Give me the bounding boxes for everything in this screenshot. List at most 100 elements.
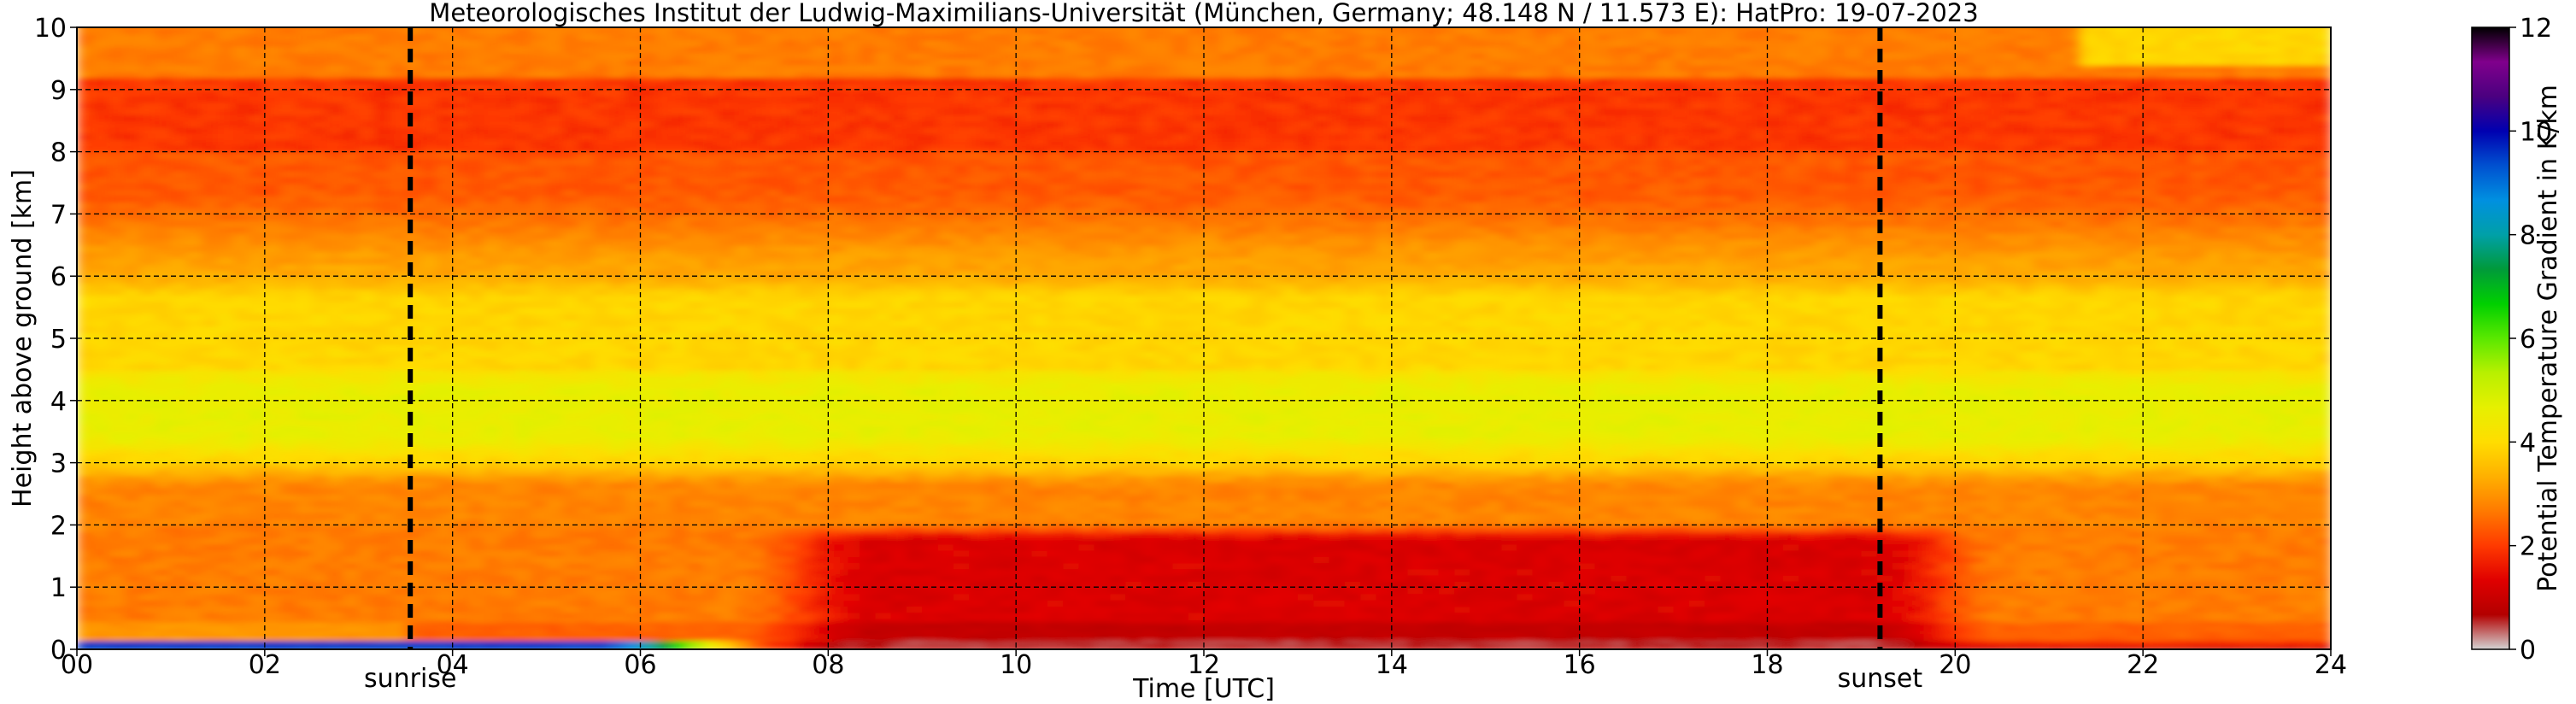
- heatmap-cell: [155, 350, 172, 358]
- heatmap-cell: [202, 394, 219, 402]
- heatmap-cell: [390, 369, 407, 377]
- heatmap-cell: [514, 437, 532, 445]
- heatmap-cell: [202, 251, 219, 259]
- heatmap-cell: [734, 58, 751, 66]
- heatmap-cell: [311, 139, 329, 147]
- heatmap-cell: [499, 201, 516, 209]
- heatmap-cell: [625, 139, 642, 147]
- heatmap-cell: [421, 120, 438, 128]
- heatmap-cell: [296, 201, 313, 209]
- heatmap-cell: [467, 102, 485, 109]
- heatmap-cell: [467, 549, 485, 557]
- heatmap-cell: [327, 331, 344, 339]
- heatmap-cell: [437, 96, 454, 103]
- heatmap-cell: [578, 282, 595, 290]
- heatmap-cell: [561, 413, 579, 420]
- heatmap-cell: [593, 269, 610, 278]
- heatmap-cell: [170, 562, 188, 570]
- heatmap-cell: [608, 633, 626, 637]
- heatmap-cell: [233, 33, 250, 41]
- heatmap-cell: [170, 356, 188, 365]
- heatmap-cell: [640, 562, 657, 570]
- heatmap-cell: [155, 338, 172, 346]
- heatmap-cell: [437, 108, 454, 115]
- heatmap-cell: [625, 612, 642, 619]
- heatmap-cell: [734, 627, 751, 631]
- heatmap-cell: [139, 145, 156, 153]
- heatmap-cell: [608, 549, 626, 557]
- heatmap-cell: [561, 157, 579, 166]
- heatmap-cell: [531, 226, 548, 234]
- heatmap-cell: [531, 494, 548, 502]
- heatmap-cell: [108, 139, 125, 147]
- heatmap-cell: [186, 512, 203, 520]
- heatmap-cell: [374, 525, 391, 532]
- heatmap-cell: [343, 381, 360, 390]
- heatmap-cell: [452, 257, 469, 265]
- heatmap-cell: [92, 407, 109, 414]
- heatmap-cell: [77, 263, 94, 271]
- heatmap-cell: [280, 642, 297, 646]
- heatmap-cell: [327, 232, 344, 240]
- heatmap-cell: [734, 331, 751, 339]
- heatmap-cell: [139, 494, 156, 502]
- heatmap-cell: [608, 631, 626, 635]
- heatmap-cell: [327, 201, 344, 209]
- heatmap-cell: [233, 624, 250, 627]
- heatmap-cell: [561, 462, 579, 470]
- heatmap-cell: [719, 195, 736, 202]
- heatmap-cell: [202, 619, 219, 623]
- heatmap-cell: [514, 525, 532, 532]
- heatmap-cell: [702, 456, 720, 464]
- heatmap-cell: [421, 33, 438, 41]
- heatmap-cell: [390, 431, 407, 439]
- heatmap-cell: [123, 443, 141, 452]
- heatmap-cell: [92, 625, 109, 629]
- heatmap-cell: [108, 238, 125, 246]
- heatmap-cell: [264, 531, 282, 538]
- heatmap-cell: [655, 244, 673, 253]
- heatmap-cell: [123, 195, 141, 202]
- heatmap-cell: [217, 108, 235, 115]
- heatmap-cell: [296, 506, 313, 513]
- heatmap-cell: [437, 276, 454, 284]
- heatmap-cell: [108, 288, 125, 296]
- heatmap-cell: [249, 52, 266, 60]
- heatmap-cell: [578, 627, 595, 631]
- heatmap-cell: [531, 481, 548, 489]
- heatmap-cell: [593, 326, 610, 333]
- heatmap-cell: [202, 631, 219, 633]
- heatmap-cell: [186, 226, 203, 234]
- heatmap-cell: [467, 425, 485, 433]
- heatmap-cell: [264, 132, 282, 141]
- heatmap-cell: [561, 139, 579, 147]
- heatmap-cell: [546, 139, 563, 147]
- heatmap-cell: [186, 574, 203, 582]
- heatmap-cell: [484, 201, 501, 209]
- heatmap-cell: [561, 220, 579, 227]
- heatmap-cell: [514, 164, 532, 172]
- heatmap-cell: [327, 320, 344, 327]
- heatmap-cell: [139, 631, 156, 635]
- heatmap-cell: [296, 425, 313, 433]
- heatmap-cell: [390, 313, 407, 321]
- heatmap-cell: [608, 369, 626, 377]
- heatmap-cell: [484, 45, 501, 54]
- heatmap-cell: [546, 624, 563, 627]
- heatmap-cell: [311, 519, 329, 526]
- heatmap-cell: [374, 45, 391, 54]
- heatmap-cell: [155, 151, 172, 159]
- heatmap-cell: [77, 450, 94, 458]
- heatmap-cell: [249, 39, 266, 47]
- heatmap-cell: [608, 263, 626, 271]
- heatmap-cell: [108, 468, 125, 477]
- heatmap-cell: [139, 506, 156, 513]
- heatmap-cell: [593, 244, 610, 253]
- heatmap-cell: [358, 307, 376, 314]
- heatmap-cell: [531, 475, 548, 483]
- heatmap-cell: [264, 644, 282, 648]
- heatmap-cell: [374, 114, 391, 122]
- heatmap-cell: [655, 183, 673, 191]
- heatmap-cell: [280, 519, 297, 526]
- heatmap-cell: [640, 456, 657, 464]
